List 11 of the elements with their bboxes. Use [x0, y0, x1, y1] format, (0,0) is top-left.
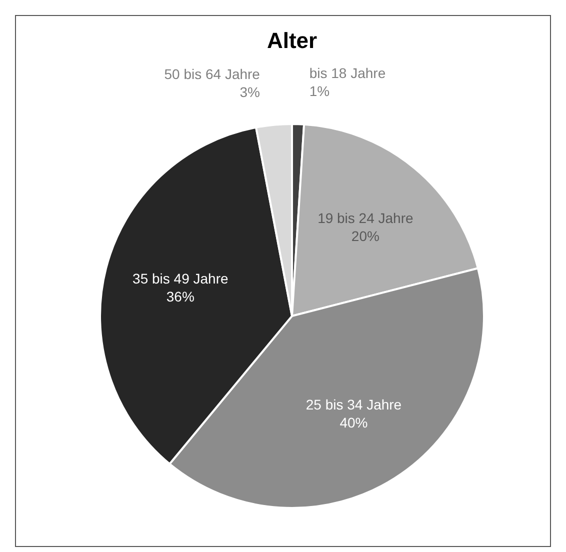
slice-label: 25 bis 34 Jahre	[306, 396, 402, 412]
chart-title: Alter	[266, 28, 318, 53]
data-label: 36%	[166, 288, 194, 304]
slice-label: 19 bis 24 Jahre	[318, 210, 414, 226]
data-label: 20%	[351, 228, 380, 244]
data-label: 1%	[309, 83, 330, 100]
slice-label: 50 bis 64 Jahre	[164, 66, 260, 82]
slice-label: bis 18 Jahre	[309, 65, 386, 82]
slice-label: 35 bis 49 Jahre	[132, 270, 228, 286]
data-label: 40%	[340, 414, 368, 430]
data-label: 3%	[240, 84, 260, 100]
